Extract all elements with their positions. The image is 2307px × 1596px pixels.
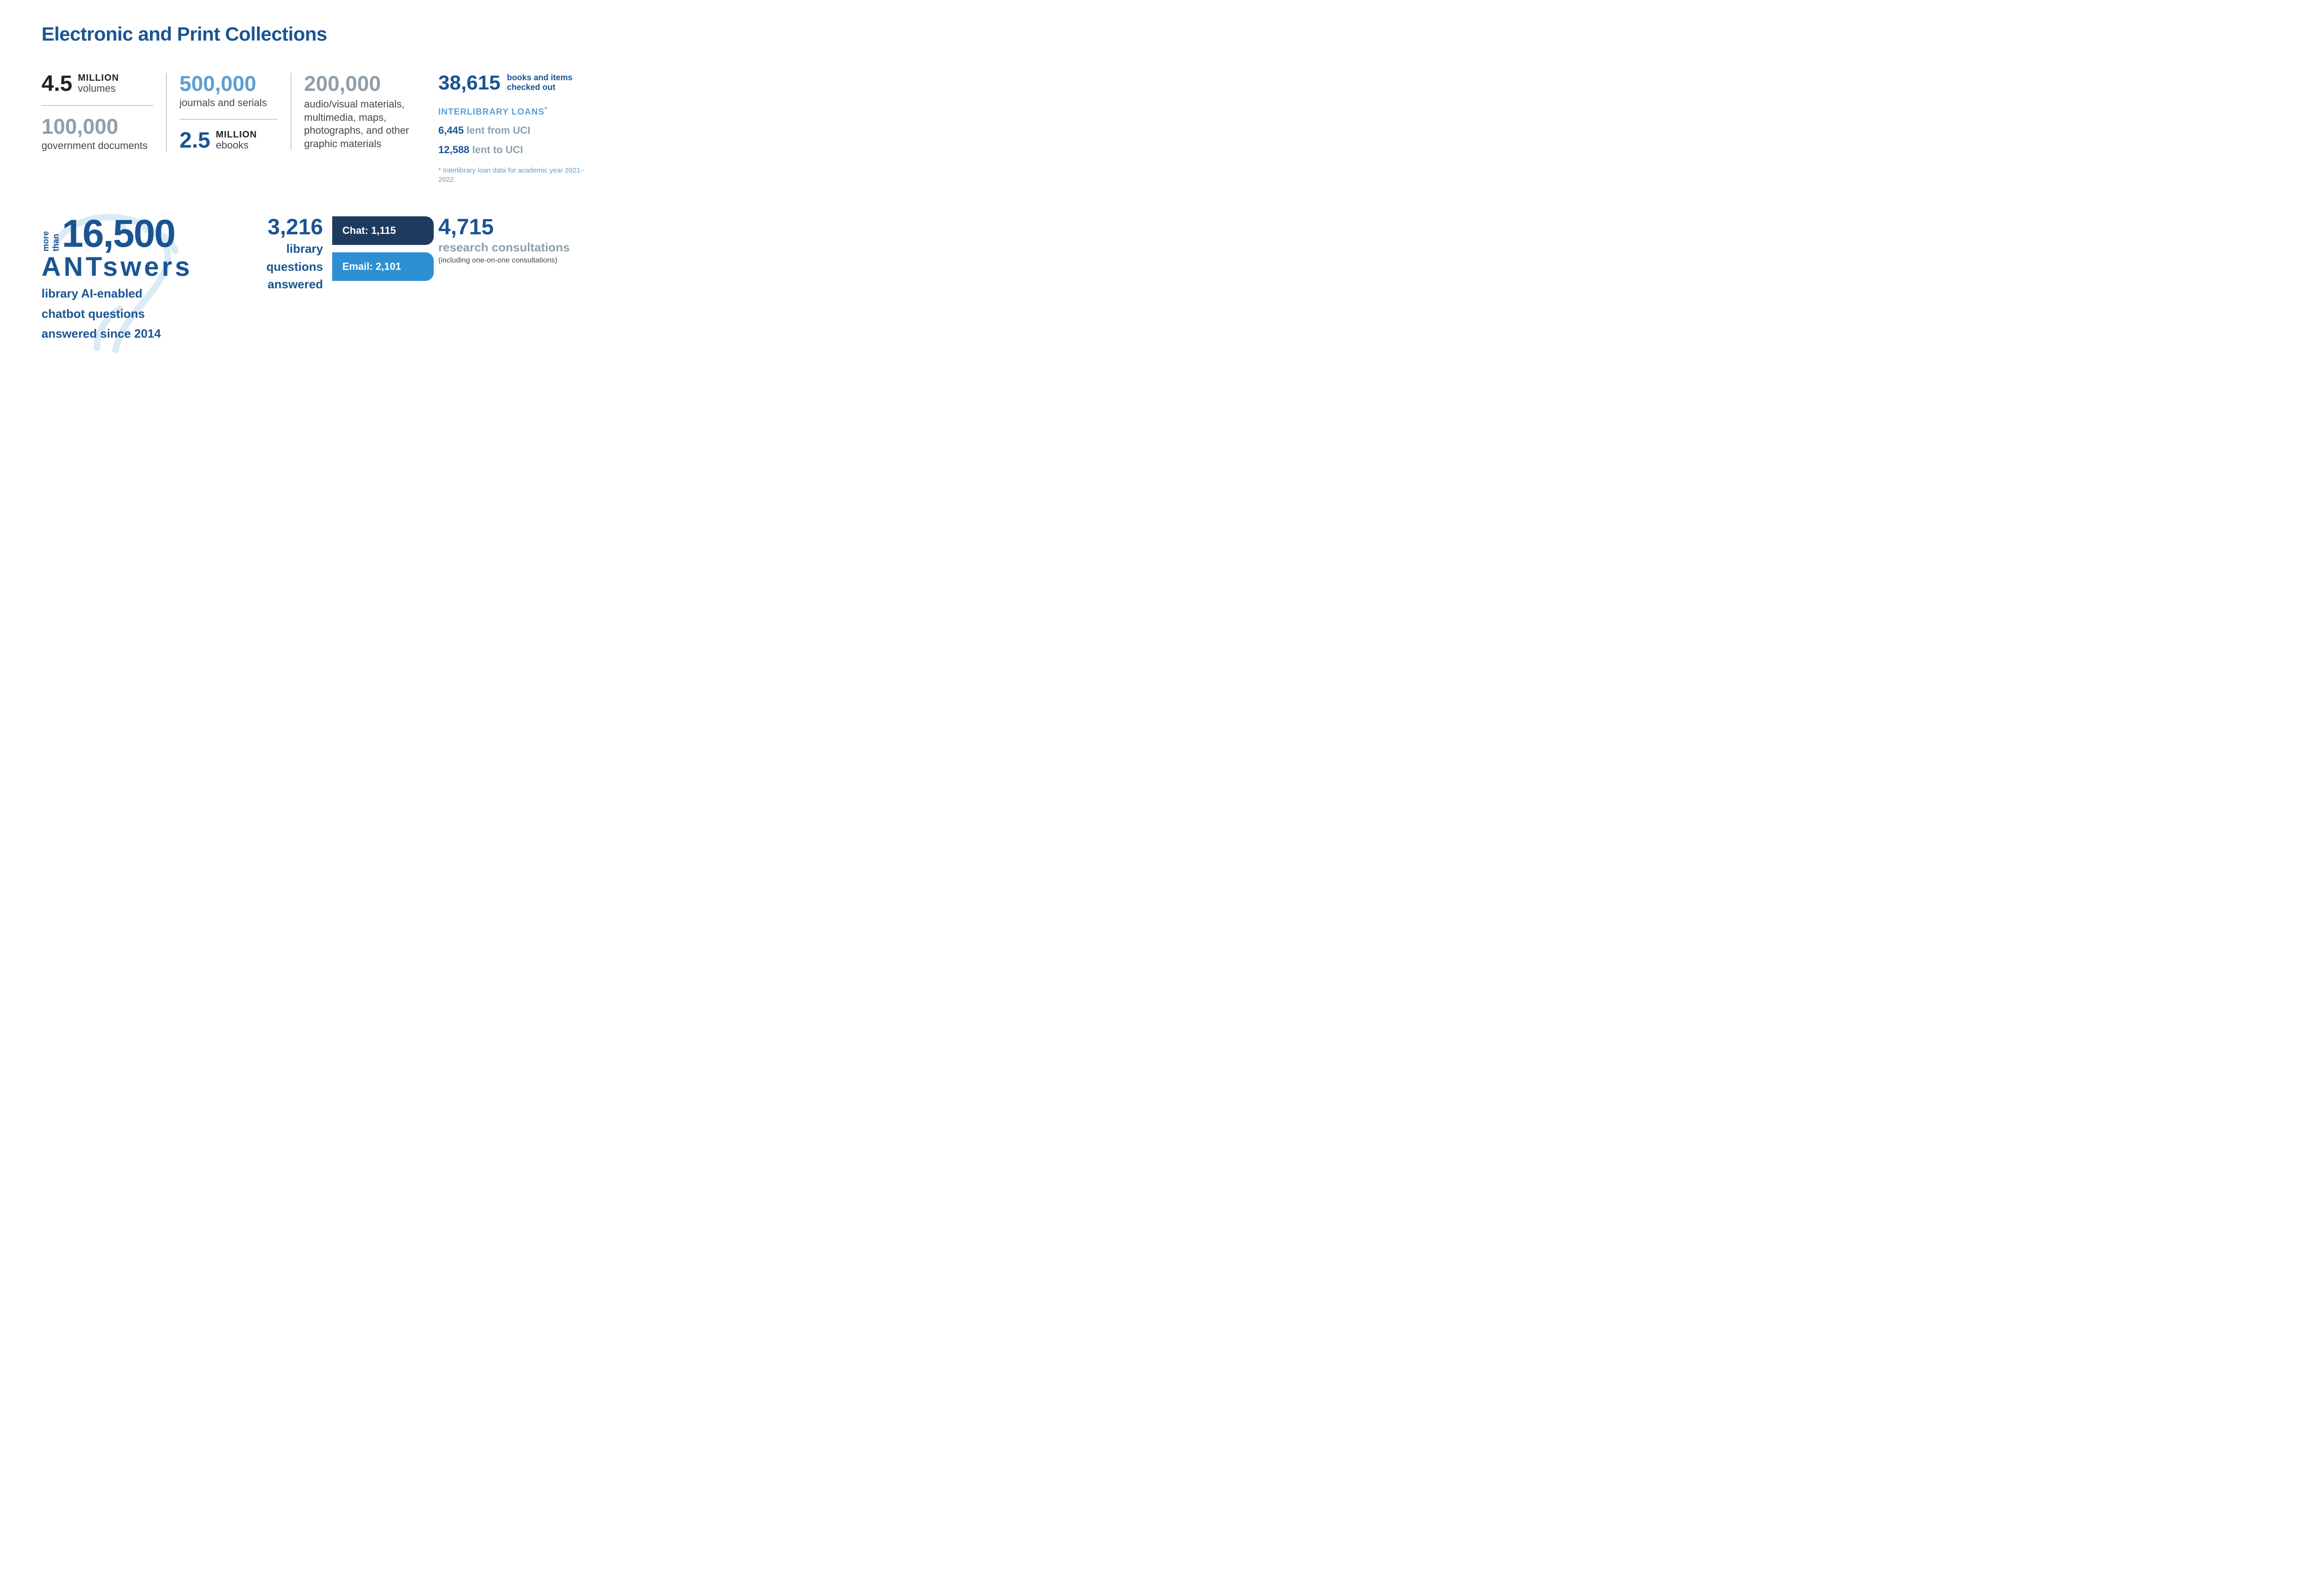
antswers-value: 16,500 bbox=[62, 216, 175, 251]
stat-checkedout: 38,615 books and items checked out bbox=[438, 73, 586, 93]
page-title: Electronic and Print Collections bbox=[42, 23, 586, 45]
divider bbox=[42, 105, 153, 106]
govdocs-label: government documents bbox=[42, 140, 153, 152]
ill-lent-to-value: 12,588 bbox=[438, 144, 469, 155]
stat-antswers: more than 16,500 ANTswers library AI-ena… bbox=[42, 216, 240, 343]
research-value: 4,715 bbox=[438, 216, 586, 238]
ill-lent-from-value: 6,445 bbox=[438, 125, 464, 136]
av-value: 200,000 bbox=[304, 73, 420, 94]
questions-sub2: questions bbox=[240, 259, 323, 274]
antswers-word: ANTswers bbox=[42, 251, 240, 282]
antswers-sub3: answered since 2014 bbox=[42, 325, 240, 343]
volumes-unit: MILLION bbox=[78, 73, 119, 83]
checkedout-value: 38,615 bbox=[438, 73, 501, 93]
col-av: 200,000 audio/visual materials, multimed… bbox=[291, 73, 429, 150]
col-volumes-govdocs: 4.5 MILLION volumes 100,000 government d… bbox=[42, 73, 166, 152]
col-journals-ebooks: 500,000 journals and serials 2.5 MILLION… bbox=[166, 73, 291, 152]
research-label: research consultations bbox=[438, 240, 586, 255]
stat-govdocs: 100,000 government documents bbox=[42, 116, 153, 152]
interlibrary-header-text: INTERLIBRARY LOANS bbox=[438, 107, 544, 117]
antswers-sub1: library AI-enabled bbox=[42, 285, 240, 303]
antswers-more: more bbox=[42, 226, 50, 251]
stat-ebooks: 2.5 MILLION ebooks bbox=[179, 130, 278, 152]
av-label: audio/visual materials, multimedia, maps… bbox=[304, 98, 420, 150]
journals-value: 500,000 bbox=[179, 73, 278, 94]
ill-lent-to-label-text: lent to UCI bbox=[472, 144, 523, 155]
stat-questions: 3,216 library questions answered Chat: 1… bbox=[240, 216, 438, 292]
ebooks-value: 2.5 bbox=[179, 130, 210, 152]
checkedout-label: books and items checked out bbox=[507, 73, 586, 92]
questions-sub3: answered bbox=[240, 277, 323, 292]
lower-row: more than 16,500 ANTswers library AI-ena… bbox=[42, 216, 586, 343]
questions-value: 3,216 bbox=[240, 216, 323, 238]
col-checkedout-ill: 38,615 books and items checked out INTER… bbox=[429, 73, 586, 184]
ebooks-unit: MILLION bbox=[216, 130, 257, 140]
stat-volumes: 4.5 MILLION volumes bbox=[42, 73, 153, 95]
ebooks-label: ebooks bbox=[216, 140, 257, 151]
stats-row: 4.5 MILLION volumes 100,000 government d… bbox=[42, 73, 586, 184]
ill-lent-from-label-text: lent from UCI bbox=[466, 125, 530, 136]
questions-sub1: library bbox=[240, 241, 323, 256]
ill-lent-to: 12,588 lent to UCI bbox=[438, 144, 586, 156]
stat-research-consultations: 4,715 research consultations (including … bbox=[438, 216, 586, 265]
stat-journals: 500,000 journals and serials bbox=[179, 73, 278, 109]
journals-label: journals and serials bbox=[179, 97, 278, 109]
ill-lent-from: 6,445 lent from UCI bbox=[438, 125, 586, 137]
antswers-than: than bbox=[52, 229, 60, 251]
interlibrary-footnote: * Interlibrary loan data for academic ye… bbox=[438, 166, 586, 184]
govdocs-value: 100,000 bbox=[42, 116, 153, 137]
research-note: (including one-on-one consultations) bbox=[438, 256, 586, 265]
volumes-label: volumes bbox=[78, 83, 119, 94]
interlibrary-asterisk: * bbox=[544, 105, 547, 113]
pill-email: Email: 2,101 bbox=[332, 252, 434, 281]
stat-av: 200,000 audio/visual materials, multimed… bbox=[304, 73, 420, 150]
volumes-value: 4.5 bbox=[42, 73, 72, 95]
antswers-sub2: chatbot questions bbox=[42, 305, 240, 323]
pill-chat: Chat: 1,115 bbox=[332, 216, 434, 245]
interlibrary-header: INTERLIBRARY LOANS* bbox=[438, 105, 586, 117]
